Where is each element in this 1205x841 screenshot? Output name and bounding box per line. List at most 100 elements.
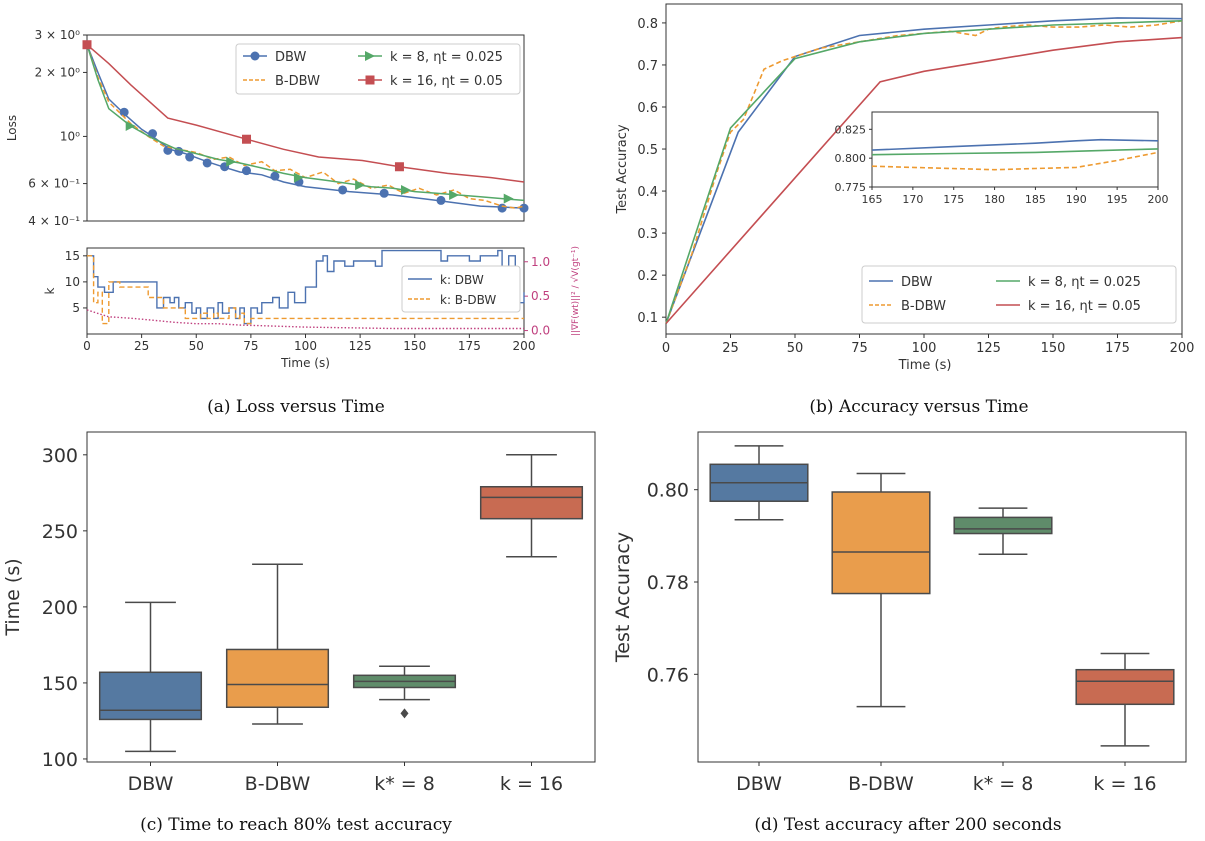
- legend-label: DBW: [901, 275, 932, 290]
- inset-x-tick-label: 185: [1025, 193, 1046, 206]
- legend-sample-marker: [365, 75, 375, 85]
- x-tick-label: 125: [976, 341, 1001, 356]
- y-tick-label: 0.5: [637, 143, 658, 158]
- x-tick-label: k* = 8: [374, 773, 435, 795]
- data-point: [185, 152, 195, 162]
- caption-c: (c) Time to reach 80% test accuracy: [140, 815, 452, 835]
- data-point: [242, 166, 252, 176]
- data-point: [519, 203, 529, 213]
- y-tick-label: 15: [65, 249, 80, 263]
- data-point: [226, 156, 237, 167]
- panel-c-frame: [86, 431, 596, 763]
- data-point: [436, 195, 446, 205]
- x-tick-label: 175: [1105, 341, 1130, 356]
- y-tick-label: 150: [42, 673, 78, 695]
- x-tick-label: 50: [189, 339, 204, 353]
- series-k-8-t-0-025: [86, 44, 525, 204]
- series-line-DBW: [665, 17, 1183, 324]
- data-point: [401, 184, 412, 195]
- legend-label: k = 16, ηt = 0.05: [1028, 299, 1141, 314]
- series-line-k-16-t-0-05: [665, 36, 1183, 325]
- panel-d: 0.76 0.78 0.80 Test Accuracy DBW B-DBW k* = 8 k…: [612, 431, 1187, 795]
- panel-c: 100 150 200 250 300 Time (s) DBW B-DBW k* = 8 k =…: [2, 431, 596, 795]
- panel-b: 0.1 0.2 0.3 0.4 0.5 0.6 0.7 0.8 0 25 50 75 100 125 150…: [615, 3, 1194, 373]
- data-point: [497, 203, 507, 213]
- y-tick-label: 250: [42, 521, 78, 543]
- x-axis-label: Time (s): [280, 356, 330, 370]
- x-tick-label: k* = 8: [973, 773, 1034, 795]
- y-tick-label: 10⁰: [60, 129, 80, 143]
- y-axis-label: Test Accuracy: [612, 532, 634, 663]
- box-body: [98, 671, 203, 721]
- data-point: [293, 172, 304, 183]
- series-line-k-8-t-0-025: [665, 20, 1183, 324]
- data-point: [119, 107, 129, 117]
- caption-a: (a) Loss versus Time: [207, 397, 385, 417]
- box-B-DBW: [225, 563, 330, 725]
- x-tick-label: 0: [662, 341, 670, 356]
- inset-x-tick-label: 170: [902, 193, 923, 206]
- inset-series-line: [871, 148, 1159, 156]
- data-point: [355, 180, 366, 191]
- x-tick-label: 100: [912, 341, 937, 356]
- legend-sample-marker: [365, 51, 375, 61]
- y-tick-label: 0.6: [637, 101, 658, 116]
- panel-d-frame: [697, 431, 1187, 763]
- x-tick-label: 75: [851, 341, 868, 356]
- caption-b: (b) Accuracy versus Time: [809, 397, 1028, 417]
- y2-tick-label: 0.5: [531, 289, 550, 303]
- box-DBW: [98, 601, 203, 753]
- data-point: [242, 134, 252, 144]
- series-line: [86, 44, 525, 183]
- data-point: [148, 129, 158, 139]
- legend: DBW B-DBW k = 8, ηt = 0.025 k = 16, ηt = 0.…: [861, 265, 1177, 324]
- box-body: [1075, 668, 1175, 706]
- y-tick-label: 5: [72, 301, 80, 315]
- x-axis-label: Time (s): [898, 358, 952, 373]
- legend: k: DBW k: B-DBW: [401, 265, 521, 313]
- x-tick-label: k = 16: [1093, 773, 1156, 795]
- legend-label: B-DBW: [275, 74, 320, 89]
- x-tick-label: 150: [1041, 341, 1066, 356]
- y-tick-label: 0.7: [637, 59, 658, 74]
- box-body: [831, 491, 931, 595]
- outlier-point: [400, 708, 409, 719]
- data-point: [503, 193, 514, 204]
- y-tick-label: 0.3: [637, 227, 658, 242]
- data-point: [125, 120, 136, 131]
- inset-series-line: [871, 138, 1159, 151]
- x-tick-label: 150: [403, 339, 426, 353]
- box-B-DBW: [831, 472, 931, 708]
- box-k-8: [352, 665, 457, 719]
- box-k-16: [479, 454, 584, 558]
- series-k-bdbw: [87, 255, 524, 325]
- x-tick-label: 200: [513, 339, 536, 353]
- y-tick-label: 0.8: [637, 17, 658, 32]
- x-tick-label: B-DBW: [245, 773, 311, 795]
- legend-label: k = 8, ηt = 0.025: [1028, 275, 1141, 290]
- x-tick-label: k = 16: [500, 773, 563, 795]
- legend-frame: [861, 265, 1177, 324]
- legend-label: k = 16, ηt = 0.05: [390, 74, 503, 89]
- box-k-8: [953, 507, 1053, 556]
- data-point: [379, 188, 389, 198]
- legend-frame: [235, 43, 521, 95]
- series-k-16-t-0-05: [82, 40, 525, 183]
- x-tick-label: 125: [349, 339, 372, 353]
- inset-x-tick-label: 195: [1107, 193, 1128, 206]
- y-tick-label: 0.80: [647, 480, 689, 502]
- y2-axis-label: ||∇F(wt)||² / √V(gt⁻¹): [570, 246, 581, 336]
- box-k-16: [1075, 652, 1175, 747]
- legend-frame: [401, 265, 521, 313]
- y-axis-label: Time (s): [2, 558, 24, 636]
- y2-tick-label: 1.0: [531, 255, 550, 269]
- series-k-dbw: [87, 249, 525, 325]
- y2-tick-label: 0.0: [531, 324, 550, 338]
- legend-label: k = 8, ηt = 0.025: [390, 50, 503, 65]
- y-tick-label: 10: [65, 275, 80, 289]
- x-tick-label: DBW: [128, 773, 174, 795]
- y-tick-label: 0.1: [637, 311, 658, 326]
- x-tick-label: B-DBW: [848, 773, 914, 795]
- legend: DBW B-DBW k = 8, ηt = 0.025 k = 16, ηt = 0.…: [235, 43, 521, 95]
- inset-x-tick-label: 175: [943, 193, 964, 206]
